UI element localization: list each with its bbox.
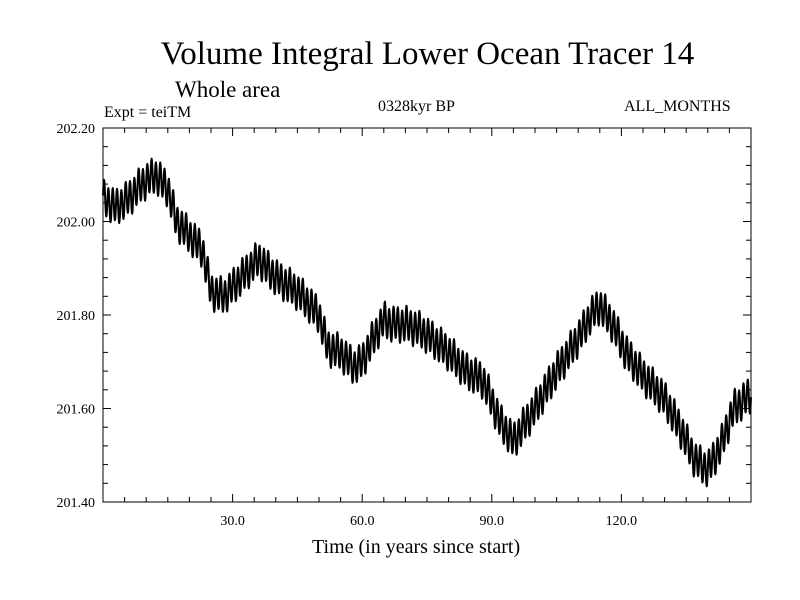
axis-tick-labels: 30.0 60.0 90.0 120.0 201.40 201.60 201.80 202.0… <box>57 122 638 529</box>
axis-ticks <box>103 128 751 502</box>
chart-title: Volume Integral Lower Ocean Tracer 14 <box>160 36 695 72</box>
period-label: 0328kyr BP <box>378 98 455 115</box>
series-line <box>102 157 752 488</box>
y-tick-label: 202.00 <box>57 216 96 231</box>
expt-label: Expt = teiTM <box>104 104 192 121</box>
y-tick-label: 202.20 <box>57 122 96 137</box>
months-label: ALL_MONTHS <box>624 98 731 115</box>
x-tick-label: 30.0 <box>220 514 245 529</box>
x-tick-label: 90.0 <box>480 514 505 529</box>
x-tick-label: 120.0 <box>606 514 638 529</box>
chart-subtitle: Whole area <box>175 77 281 102</box>
y-tick-label: 201.60 <box>57 403 96 418</box>
y-tick-label: 201.40 <box>57 496 96 511</box>
plot-frame <box>102 127 752 503</box>
y-tick-label: 201.80 <box>57 309 96 324</box>
x-tick-label: 60.0 <box>350 514 375 529</box>
x-axis-label: Time (in years since start) <box>312 536 521 558</box>
